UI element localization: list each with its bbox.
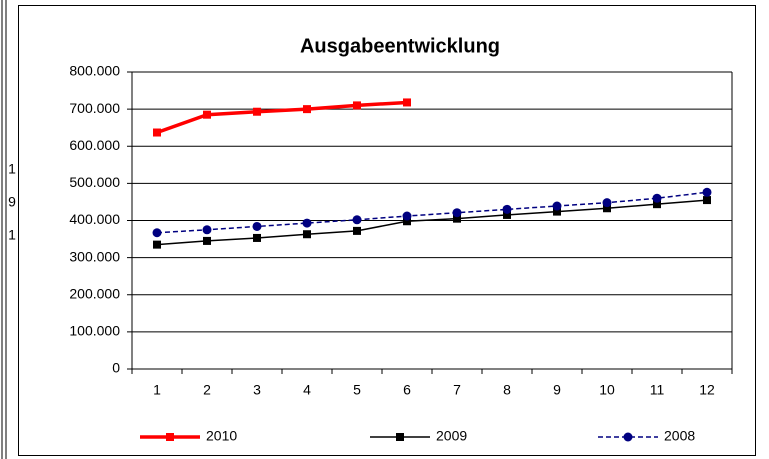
data-point [352,215,362,225]
data-point [152,228,162,238]
legend-marker [166,433,174,441]
x-tick-label: 2 [203,382,211,398]
y-tick-label: 200.000 [69,285,120,301]
data-point [402,211,412,221]
legend-label: 2008 [664,428,695,444]
data-point [403,98,411,107]
data-point [653,200,661,209]
data-point [203,110,211,119]
y-tick-label: 700.000 [69,100,120,116]
data-point [303,230,311,239]
chart-area [18,5,756,456]
data-point [703,196,711,205]
x-tick-label: 9 [553,382,561,398]
y-tick-label: 800.000 [69,63,120,79]
data-point [652,193,662,203]
series-line [156,100,408,135]
data-point [552,201,562,211]
chart-title: Ausgabeentwicklung [300,35,500,57]
legend-marker [623,432,633,442]
data-point [303,105,311,114]
data-point [353,101,361,110]
data-point [452,208,462,218]
legend-marker [396,433,404,441]
data-point [602,198,612,208]
data-point [153,240,161,249]
data-point [702,187,712,197]
x-tick-label: 10 [599,382,615,398]
series-line [156,191,708,234]
sheet-cell: 1 [8,227,16,243]
y-tick-label: 500.000 [69,174,120,190]
y-tick-label: 0 [112,360,120,376]
legend-label: 2010 [206,428,237,444]
sheet-cell: 9 [8,194,16,210]
data-point [553,207,561,216]
data-point [302,218,312,228]
x-tick-label: 8 [503,382,511,398]
data-point [153,128,161,137]
data-point [403,217,411,226]
data-point [353,226,361,235]
x-tick-label: 12 [699,382,715,398]
data-point [203,236,211,245]
data-point [202,225,212,235]
x-tick-label: 1 [153,382,161,398]
legend-label: 2009 [436,428,467,444]
y-tick-label: 100.000 [69,323,120,339]
series-line [156,199,708,246]
data-point [502,204,512,214]
y-tick-label: 600.000 [69,137,120,153]
x-tick-label: 3 [253,382,261,398]
sheet-cell: 1 [8,161,16,177]
data-point [603,204,611,213]
y-tick-label: 300.000 [69,248,120,264]
data-point [453,214,461,223]
data-point [253,107,261,116]
y-tick-label: 400.000 [69,211,120,227]
data-point [253,233,261,242]
data-point [252,221,262,231]
x-tick-label: 4 [303,382,311,398]
data-point [503,210,511,219]
x-tick-label: 11 [650,382,665,398]
x-tick-label: 6 [403,382,411,398]
x-tick-label: 5 [353,382,361,398]
x-tick-label: 7 [453,382,461,398]
